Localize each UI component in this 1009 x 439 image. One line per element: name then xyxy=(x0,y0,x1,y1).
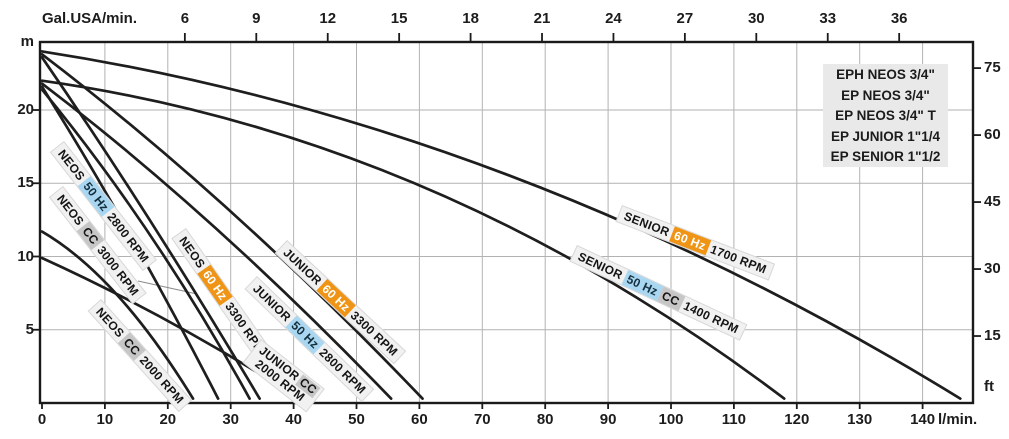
top-axis-tick-label: 6 xyxy=(180,10,190,27)
top-axis-tick-label: 12 xyxy=(319,10,337,27)
pump-curve-neos-60hz-3300 xyxy=(40,55,261,400)
legend-item: EP NEOS 3/4" T xyxy=(835,108,936,123)
legend-item: EPH NEOS 3/4" xyxy=(836,67,935,82)
bottom-axis-tick-label: 100 xyxy=(658,411,684,428)
top-axis-unit-label: Gal.USA/min. xyxy=(42,10,138,27)
right-axis-tick-label: 60 xyxy=(984,126,1001,144)
top-axis-tick-label: 21 xyxy=(533,10,551,27)
left-axis-tick-label: 10 xyxy=(17,247,34,265)
bottom-axis-tick-label: 10 xyxy=(96,411,114,428)
top-axis-tick-label: 24 xyxy=(605,10,622,27)
top-axis-tick-label: 30 xyxy=(747,10,765,27)
legend-box: EPH NEOS 3/4" EP NEOS 3/4" EP NEOS 3/4" … xyxy=(823,64,948,167)
right-axis-unit-label: ft xyxy=(984,378,994,395)
pump-curve-senior-60hz-1700 xyxy=(40,50,962,400)
left-axis-tick-label: 15 xyxy=(17,174,34,192)
bottom-axis-tick-label: 30 xyxy=(222,411,240,428)
right-axis-tick-label: 45 xyxy=(984,193,1001,211)
bottom-axis-tick-label: 80 xyxy=(536,411,554,428)
pump-curve-junior-50hz-2800 xyxy=(40,82,393,400)
bottom-axis-tick-label: 120 xyxy=(784,411,810,428)
left-axis-tick-label: 5 xyxy=(25,320,34,338)
top-axis-tick-label: 36 xyxy=(890,10,908,27)
right-axis-tick-label: 30 xyxy=(984,260,1001,278)
pump-curve-junior-60hz-3300 xyxy=(40,52,424,400)
left-axis-tick-label: 20 xyxy=(17,101,34,118)
top-axis-tick-label: 18 xyxy=(462,10,479,27)
bottom-axis-tick-label: 60 xyxy=(411,411,428,428)
bottom-axis-tick-label: 140 xyxy=(910,411,936,428)
pump-curve-senior-50hz-cc-1400 xyxy=(40,79,786,400)
bottom-axis-tick-label: 40 xyxy=(285,411,302,428)
bottom-axis-tick-label: 0 xyxy=(37,411,47,428)
bottom-axis-unit-label: l/min. xyxy=(938,411,978,428)
left-axis-unit-label: m xyxy=(20,33,34,50)
bottom-axis-tick-label: 130 xyxy=(847,411,873,428)
bottom-axis-tick-label: 20 xyxy=(159,411,177,428)
legend-item: EP NEOS 3/4" xyxy=(841,87,930,103)
right-axis-tick-label: 15 xyxy=(984,327,1001,345)
bottom-axis-tick-label: 110 xyxy=(721,411,746,428)
bottom-axis-tick-label: 70 xyxy=(473,411,491,428)
legend-item: EP JUNIOR 1"1/4 xyxy=(831,128,940,144)
bottom-axis-tick-label: 50 xyxy=(348,411,365,428)
plot-border xyxy=(38,40,975,405)
top-axis-tick-label: 15 xyxy=(390,10,408,27)
right-axis-tick-label: 75 xyxy=(984,59,1001,77)
top-axis-tick-label: 9 xyxy=(252,10,261,27)
bottom-axis-tick-label: 90 xyxy=(599,411,617,428)
top-axis-tick-label: 27 xyxy=(676,10,694,27)
legend-item: EP SENIOR 1"1/2 xyxy=(830,149,941,164)
top-axis-tick-label: 33 xyxy=(819,10,837,27)
